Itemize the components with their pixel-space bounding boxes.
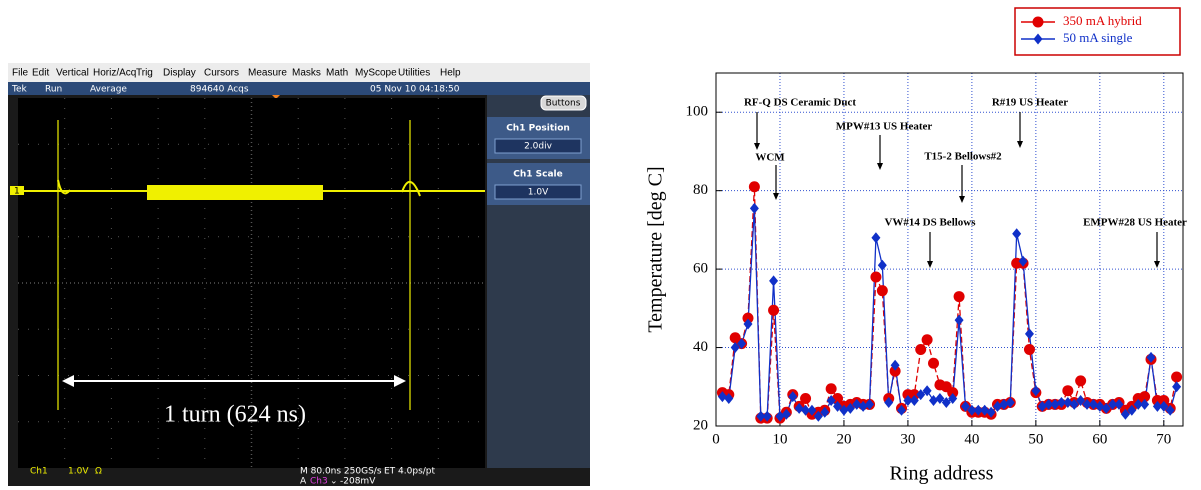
arrow-head	[927, 261, 933, 268]
data-point	[1062, 385, 1073, 396]
x-tick-label: 30	[900, 431, 915, 447]
data-point	[915, 344, 926, 355]
arrow-head	[1154, 261, 1160, 268]
annotation: T15-2 Bellows#2	[924, 151, 1002, 163]
data-point	[768, 305, 779, 316]
arrow-head	[754, 143, 760, 150]
data-point	[1171, 371, 1182, 382]
readout: -208mV	[340, 477, 376, 487]
readout: Ch3	[310, 477, 328, 487]
data-point	[800, 393, 811, 404]
y-axis-label: Temperature [deg C]	[645, 166, 667, 332]
data-point	[922, 334, 933, 345]
data-point	[1024, 344, 1035, 355]
status-text: 05 Nov 10 04:18:50	[370, 85, 460, 95]
ch1-position-value: 2.0div	[524, 142, 553, 152]
arrow-head	[959, 196, 965, 203]
menu-items: FileEdit Vertical Horiz/AcqTrig Display Curs…	[12, 68, 461, 79]
legend-label: 350 mA hybrid	[1063, 13, 1142, 28]
menu-item[interactable]: Cursors	[204, 68, 239, 79]
data-point	[870, 271, 881, 282]
data-point	[878, 260, 887, 271]
data-point	[1075, 375, 1086, 386]
data-point	[1025, 328, 1034, 339]
readout: ⌄	[330, 477, 338, 487]
data-point	[954, 291, 965, 302]
status-text: 894640 Acqs	[190, 85, 249, 95]
menu-item[interactable]: Vertical	[56, 68, 89, 79]
readout: ET 4.0ps/pt	[384, 467, 436, 477]
x-axis-label: Ring address	[890, 463, 994, 485]
data-point	[749, 181, 760, 192]
annotation: WCM	[755, 152, 785, 164]
menu-item[interactable]: Utilities	[398, 68, 430, 79]
menu-item[interactable]: Math	[326, 68, 348, 79]
arrow-head	[773, 193, 779, 200]
y-tick-label: 20	[693, 417, 708, 433]
data-point	[769, 275, 778, 286]
x-tick-label: 40	[964, 431, 979, 447]
menu-item[interactable]: Trig	[136, 68, 153, 79]
readout: Ch1	[30, 467, 48, 477]
annotation: RF-Q DS Ceramic Duct	[744, 97, 856, 109]
readout: Ω	[95, 467, 102, 477]
ch1-scale-label: Ch1 Scale	[513, 170, 563, 180]
arrow-head	[1017, 141, 1023, 148]
y-tick-label: 40	[693, 339, 708, 355]
menu-item[interactable]: MyScope	[355, 68, 397, 79]
annotation: VW#14 DS Bellows	[884, 217, 976, 229]
ch1-scale-value: 1.0V	[528, 188, 549, 198]
data-point	[1172, 381, 1181, 392]
data-point	[871, 232, 880, 243]
readout: M 80.0ns 250GS/s	[300, 467, 382, 477]
annotation: R#19 US Heater	[992, 97, 1068, 109]
trace-burst	[147, 185, 323, 200]
span-label: 1 turn (624 ns)	[164, 402, 306, 428]
x-tick-label: 70	[1156, 431, 1171, 447]
menu-item[interactable]: Measure	[248, 68, 287, 79]
x-tick-label: 60	[1092, 431, 1107, 447]
menu-item[interactable]: Edit	[32, 68, 49, 79]
annotation: EMPW#28 US Heater	[1083, 217, 1187, 229]
x-tick-label: 20	[836, 431, 851, 447]
x-tick-label: 10	[772, 431, 787, 447]
y-tick-label: 80	[693, 182, 708, 198]
data-point	[1012, 228, 1021, 239]
y-tick-label: 60	[693, 261, 708, 277]
status-text: Average	[90, 85, 127, 95]
figure: FileEdit Vertical Horiz/AcqTrig Display Curs…	[0, 0, 1201, 490]
data-point	[750, 203, 759, 214]
menu-item[interactable]: Display	[163, 68, 196, 79]
readout: 1.0V	[68, 467, 89, 477]
ch1-position-label: Ch1 Position	[506, 124, 570, 134]
status-text: Tek	[11, 85, 28, 95]
channel-marker-label: 1	[14, 187, 20, 197]
menu-item[interactable]: Help	[440, 68, 461, 79]
x-tick-label: 0	[712, 431, 720, 447]
legend-label: 50 mA single	[1063, 30, 1133, 45]
arrow-head	[877, 163, 883, 170]
data-point	[928, 358, 939, 369]
menu-item[interactable]: Masks	[292, 68, 321, 79]
y-tick-label: 100	[686, 104, 709, 120]
buttons-label[interactable]: Buttons	[546, 99, 581, 109]
readout: A	[300, 477, 307, 487]
plot-frame	[716, 73, 1183, 426]
menu-item[interactable]: File	[12, 68, 29, 79]
annotation: MPW#13 US Heater	[836, 121, 933, 133]
menu-item[interactable]: Horiz/Acq	[93, 68, 136, 79]
legend-marker	[1033, 17, 1044, 28]
data-point	[955, 315, 964, 326]
data-point	[826, 383, 837, 394]
x-tick-label: 50	[1028, 431, 1043, 447]
status-text: Run	[45, 85, 62, 95]
chart: 0 10 20 30 40 50 60 70 20 40 60 80 100 Ring address Te…	[645, 8, 1187, 485]
data-point	[877, 285, 888, 296]
